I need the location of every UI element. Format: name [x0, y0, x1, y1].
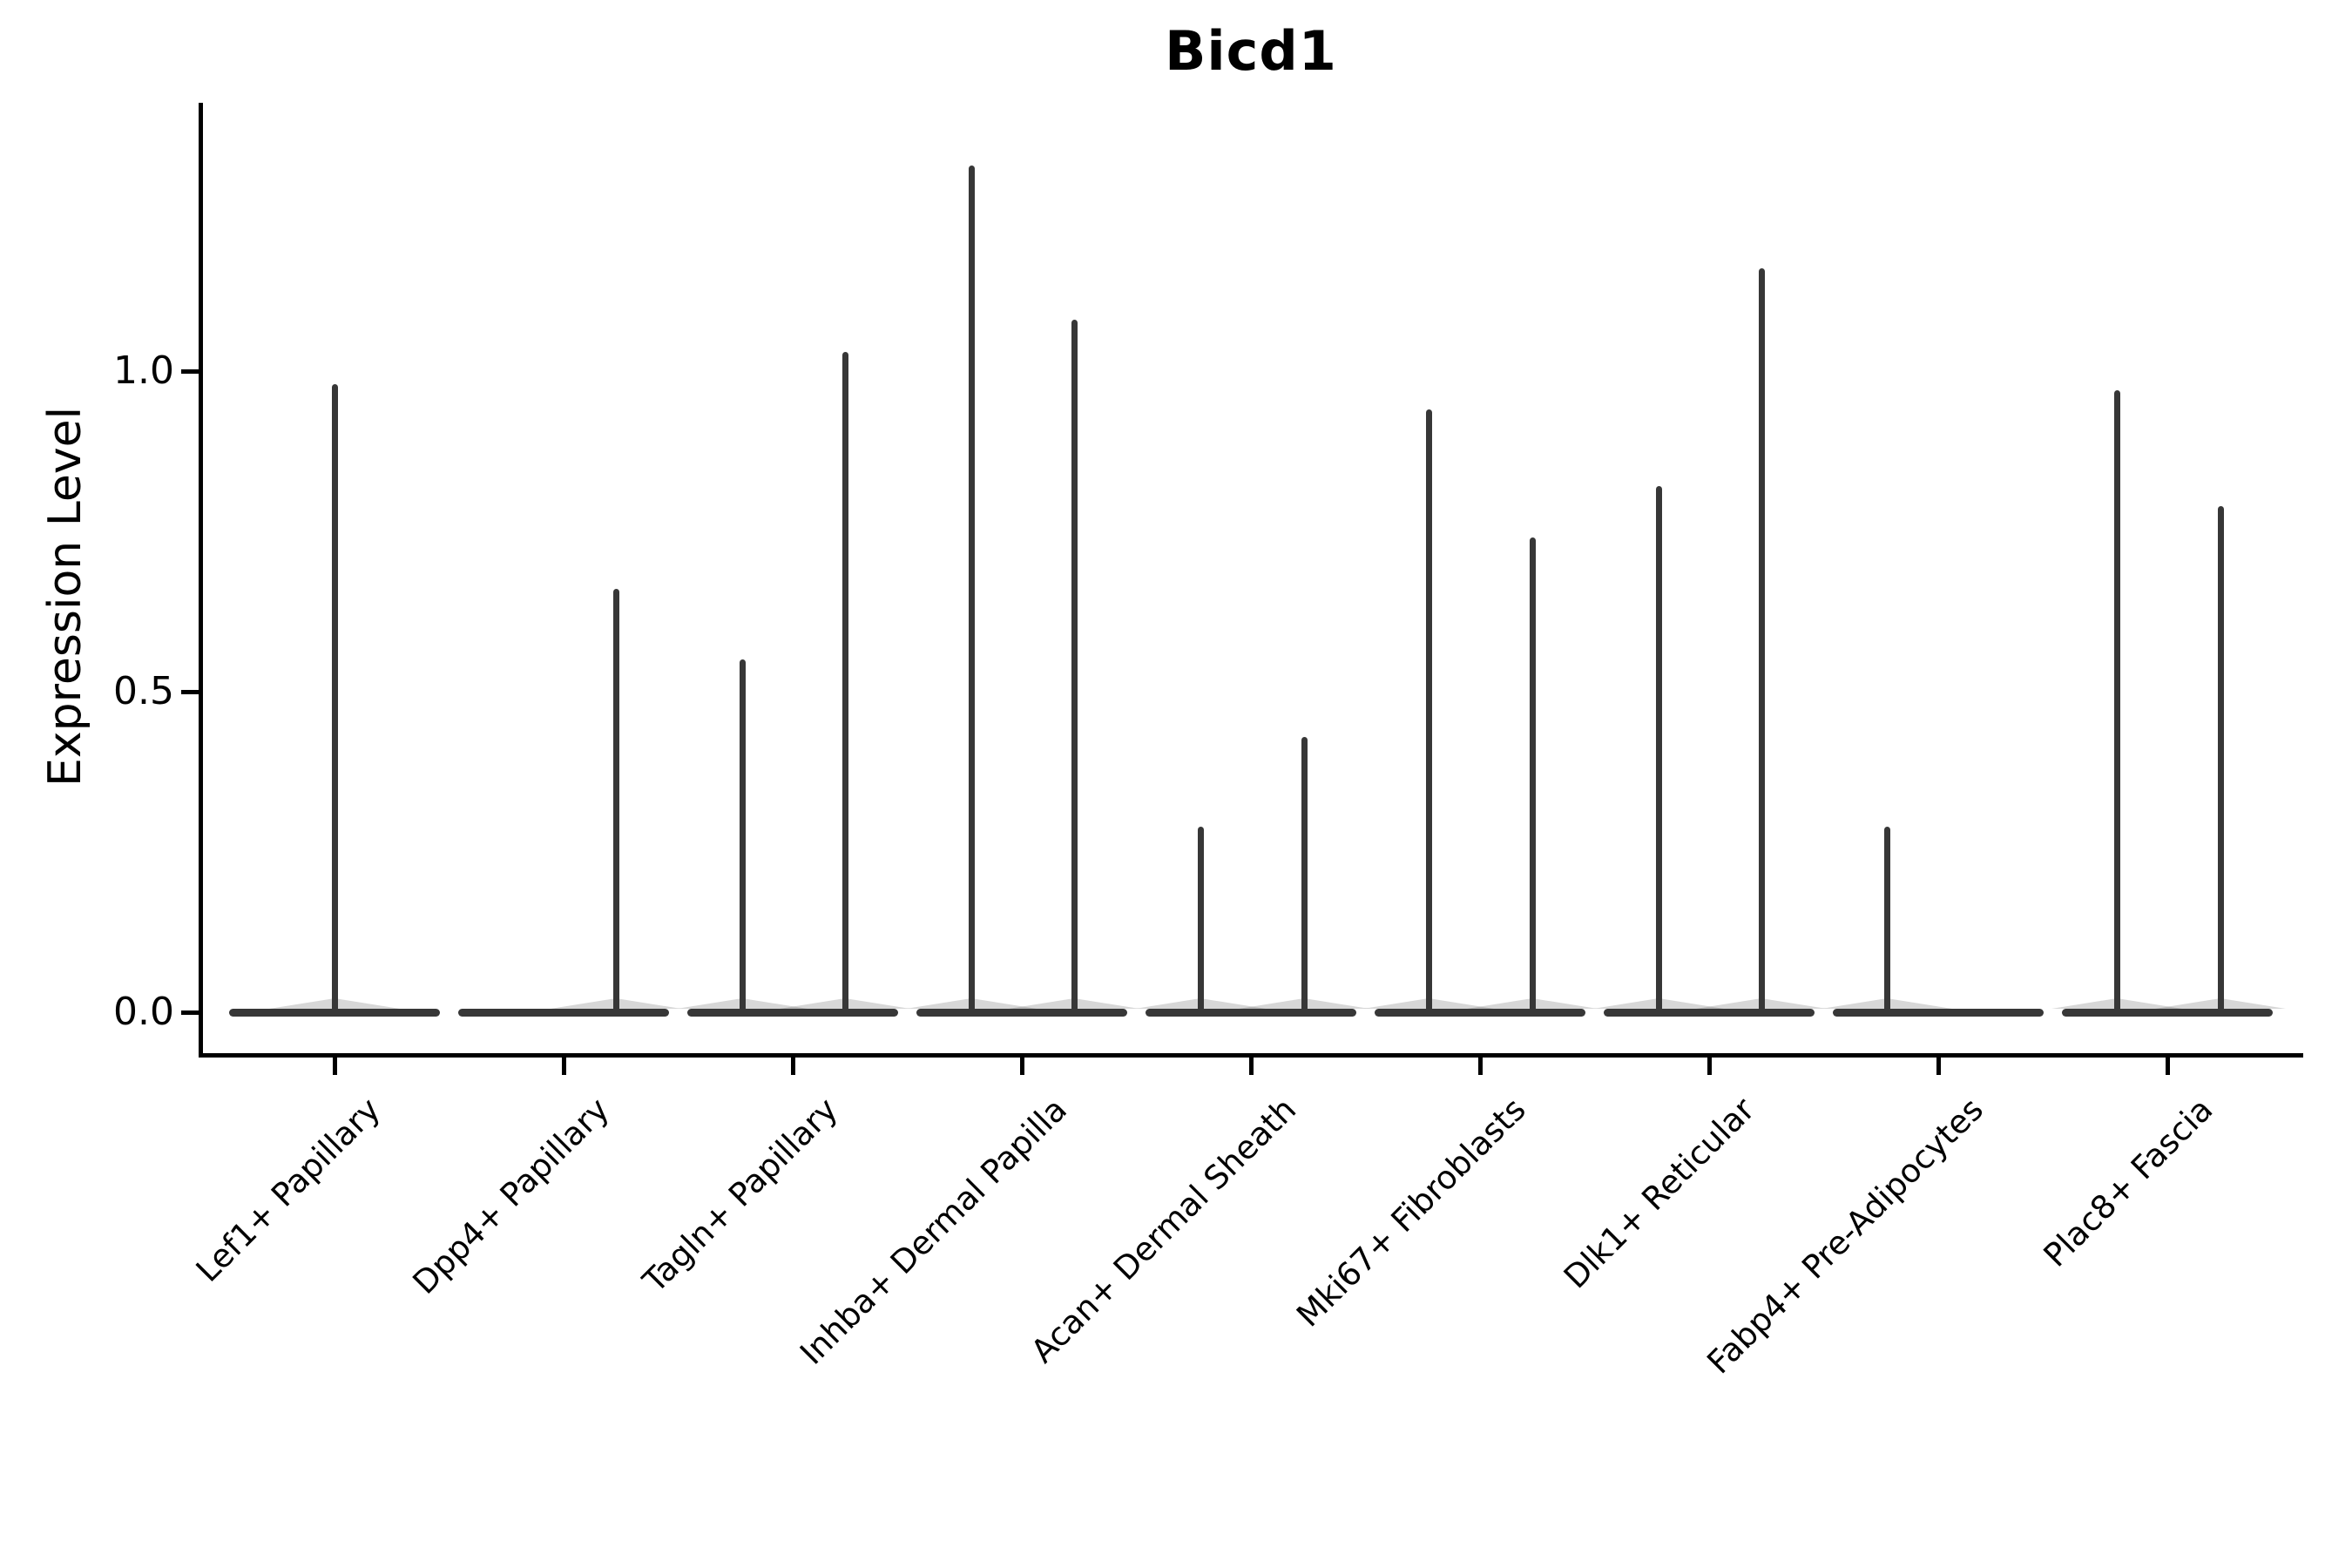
- violin-base: [458, 1009, 669, 1017]
- violin-spike: [2218, 506, 2224, 1012]
- y-tick-label: 0.5: [113, 669, 174, 713]
- x-tick-mark: [1020, 1058, 1024, 1075]
- violin-base: [1375, 1009, 1585, 1017]
- y-tick-mark: [181, 690, 199, 694]
- y-axis-spine: [199, 103, 203, 1058]
- chart-title: Bicd1: [1165, 19, 1337, 83]
- violin-base: [1604, 1009, 1815, 1017]
- violin-base: [687, 1009, 898, 1017]
- violin-base: [2062, 1009, 2273, 1017]
- x-tick-label: Tagln+ Papillary: [636, 1091, 846, 1301]
- violin-spike: [1198, 827, 1204, 1012]
- x-tick-label: Plac8+ Fascia: [2036, 1091, 2220, 1274]
- violin-spike: [1426, 409, 1432, 1012]
- violin-spike: [1071, 320, 1078, 1012]
- violin-spike: [740, 659, 746, 1012]
- violin-spike: [969, 166, 975, 1012]
- x-tick-mark: [2166, 1058, 2170, 1075]
- x-tick-mark: [791, 1058, 795, 1075]
- y-tick-mark: [181, 1010, 199, 1015]
- violin-base: [229, 1009, 440, 1017]
- violin-spike: [613, 589, 619, 1012]
- y-tick-label: 0.0: [113, 990, 174, 1034]
- y-tick-label: 1.0: [113, 348, 174, 393]
- x-tick-mark: [1478, 1058, 1483, 1075]
- x-tick-mark: [1249, 1058, 1254, 1075]
- x-tick-label: Inhba+ Dermal Papilla: [793, 1091, 1075, 1372]
- violin-base: [1146, 1009, 1356, 1017]
- x-tick-mark: [1707, 1058, 1712, 1075]
- x-tick-label: Mki67+ Fibroblasts: [1288, 1091, 1533, 1335]
- violin-spike: [332, 384, 338, 1012]
- violin-spike: [842, 352, 848, 1012]
- x-tick-label: Acan+ Dermal Sheath: [1024, 1091, 1304, 1370]
- x-tick-label: Lef1+ Papillary: [188, 1091, 388, 1290]
- x-tick-mark: [333, 1058, 337, 1075]
- x-axis-spine: [199, 1053, 2303, 1058]
- violin-spike: [1301, 737, 1308, 1012]
- violin-spike: [1759, 268, 1765, 1012]
- violin-spike: [2114, 390, 2120, 1012]
- violin-spike: [1530, 537, 1536, 1012]
- x-tick-mark: [562, 1058, 566, 1075]
- x-tick-label: Dlk1+ Reticular: [1556, 1091, 1762, 1296]
- y-tick-mark: [181, 369, 199, 374]
- violin-spike: [1884, 827, 1890, 1012]
- x-tick-mark: [1936, 1058, 1941, 1075]
- x-tick-label: Dpp4+ Papillary: [405, 1091, 617, 1301]
- violin-base: [1833, 1009, 2044, 1017]
- violin-base: [916, 1009, 1127, 1017]
- violin-spike: [1656, 486, 1662, 1012]
